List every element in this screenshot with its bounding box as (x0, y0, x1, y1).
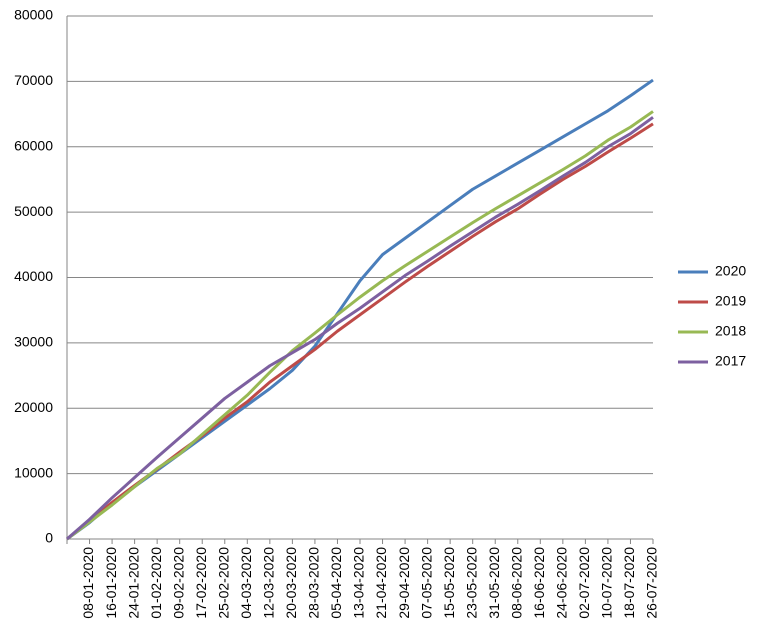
x-tick-label: 16-01-2020 (103, 547, 119, 619)
x-tick-label: 20-03-2020 (283, 547, 299, 619)
x-tick-label: 31-05-2020 (486, 547, 502, 619)
x-tick-label: 29-04-2020 (396, 547, 412, 619)
x-tick-label: 09-02-2020 (170, 547, 186, 619)
y-tick-label: 30000 (14, 334, 53, 350)
x-tick-label: 15-05-2020 (441, 547, 457, 619)
y-tick-label: 80000 (14, 7, 53, 23)
x-tick-label: 24-01-2020 (125, 547, 141, 619)
y-tick-label: 50000 (14, 203, 53, 219)
x-tick-label: 07-05-2020 (418, 547, 434, 619)
series-line (66, 110, 654, 541)
x-tick-label: 26-07-2020 (644, 547, 660, 619)
x-tick-label: 18-07-2020 (621, 547, 637, 619)
x-tick-label: 13-04-2020 (351, 547, 367, 619)
series-line (66, 122, 654, 541)
x-tick-label: 25-02-2020 (215, 547, 231, 619)
x-tick-label: 12-03-2020 (261, 547, 277, 619)
y-tick-label: 40000 (14, 268, 53, 284)
x-tick-label: 21-04-2020 (373, 547, 389, 619)
x-tick-label: 08-01-2020 (80, 547, 96, 619)
y-tick-label: 0 (45, 530, 53, 546)
y-tick-label: 70000 (14, 72, 53, 88)
x-tick-label: 17-02-2020 (193, 547, 209, 619)
x-tick-label: 08-06-2020 (508, 547, 524, 619)
x-tick-label: 16-06-2020 (531, 547, 547, 619)
legend-label: 2018 (715, 323, 746, 339)
x-tick-label: 04-03-2020 (238, 547, 254, 619)
x-tick-label: 24-06-2020 (554, 547, 570, 619)
x-tick-label: 05-04-2020 (328, 547, 344, 619)
legend-label: 2017 (715, 353, 746, 369)
x-tick-label: 02-07-2020 (576, 547, 592, 619)
x-tick-label: 23-05-2020 (463, 547, 479, 619)
series-line (66, 116, 654, 541)
legend-label: 2020 (715, 263, 746, 279)
y-tick-label: 20000 (14, 399, 53, 415)
legend-label: 2019 (715, 293, 746, 309)
x-tick-label: 01-02-2020 (148, 547, 164, 619)
y-tick-label: 60000 (14, 137, 53, 153)
x-tick-label: 28-03-2020 (306, 547, 322, 619)
y-tick-label: 10000 (14, 464, 53, 480)
x-tick-label: 10-07-2020 (599, 547, 615, 619)
